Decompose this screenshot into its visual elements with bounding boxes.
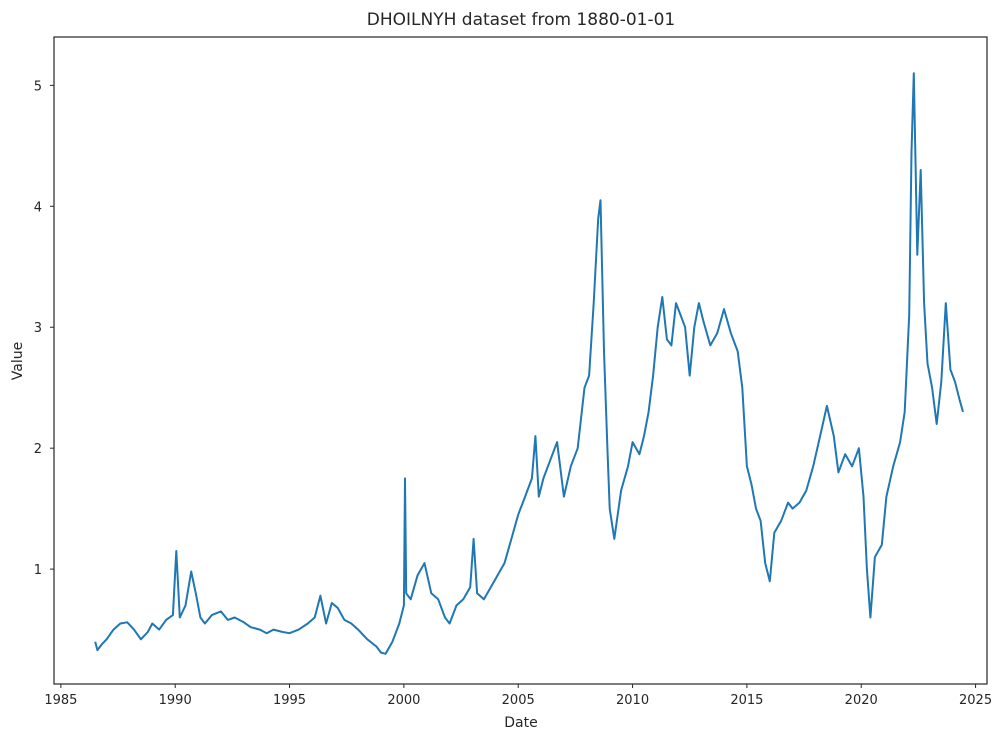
y-tick-label: 3 <box>34 321 42 336</box>
y-axis-ticks: 1 2 3 4 5 <box>34 79 54 578</box>
x-tick-label: 2025 <box>959 693 992 708</box>
x-tick-label: 2010 <box>616 693 649 708</box>
chart-title: DHOILNYH dataset from 1880-01-01 <box>367 10 675 30</box>
x-tick-label: 1985 <box>44 693 77 708</box>
y-axis-label: Value <box>10 342 26 380</box>
x-tick-label: 2000 <box>387 693 420 708</box>
x-tick-label: 1995 <box>273 693 306 708</box>
x-tick-label: 2020 <box>845 693 878 708</box>
y-tick-label: 2 <box>34 442 42 457</box>
series-layer <box>94 72 964 655</box>
y-tick-label: 1 <box>34 563 42 578</box>
x-tick-label: 2005 <box>502 693 535 708</box>
x-tick-label: 1990 <box>159 693 192 708</box>
y-tick-label: 4 <box>34 200 42 215</box>
x-tick-label: 2015 <box>730 693 763 708</box>
y-tick-label: 5 <box>34 79 42 94</box>
series-line <box>94 72 964 655</box>
x-axis-label: Date <box>504 715 537 731</box>
plot-area-frame <box>53 36 988 685</box>
x-axis-ticks: 1985 1990 1995 2000 2005 2010 2015 2020 2025 <box>44 684 992 708</box>
